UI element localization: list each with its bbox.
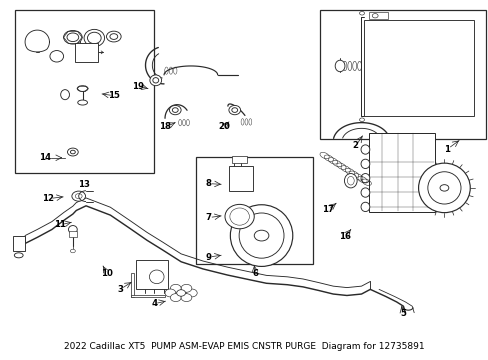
Text: 20: 20 xyxy=(218,122,229,131)
Ellipse shape xyxy=(360,174,369,183)
Ellipse shape xyxy=(77,86,88,91)
Ellipse shape xyxy=(359,12,364,15)
Ellipse shape xyxy=(172,108,178,112)
Ellipse shape xyxy=(230,205,292,266)
Ellipse shape xyxy=(418,163,469,213)
Ellipse shape xyxy=(78,100,87,105)
Bar xyxy=(75,43,98,62)
Ellipse shape xyxy=(61,90,69,100)
Bar xyxy=(13,236,25,251)
Text: 11: 11 xyxy=(54,220,66,229)
Ellipse shape xyxy=(344,174,356,188)
Text: 8: 8 xyxy=(205,179,211,188)
Text: 5: 5 xyxy=(399,309,405,318)
Ellipse shape xyxy=(170,294,181,302)
Ellipse shape xyxy=(181,294,191,302)
Ellipse shape xyxy=(149,270,163,284)
Text: 18: 18 xyxy=(159,122,171,131)
Text: 3: 3 xyxy=(117,285,123,294)
Ellipse shape xyxy=(239,213,284,258)
Text: 10: 10 xyxy=(101,269,113,278)
Bar xyxy=(368,133,434,212)
Ellipse shape xyxy=(360,188,369,197)
Ellipse shape xyxy=(68,226,77,233)
Ellipse shape xyxy=(186,289,197,297)
Ellipse shape xyxy=(67,33,79,41)
Text: 12: 12 xyxy=(42,194,54,203)
Ellipse shape xyxy=(153,78,158,83)
Ellipse shape xyxy=(360,202,369,212)
Text: 2: 2 xyxy=(352,141,358,150)
Bar xyxy=(131,273,134,297)
Bar xyxy=(320,10,485,139)
Bar xyxy=(228,166,253,192)
Ellipse shape xyxy=(224,204,254,229)
Ellipse shape xyxy=(181,284,191,292)
Bar xyxy=(69,231,77,237)
Ellipse shape xyxy=(150,75,161,86)
Ellipse shape xyxy=(70,249,75,253)
Ellipse shape xyxy=(360,145,369,154)
Text: 9: 9 xyxy=(205,253,211,262)
Text: 16: 16 xyxy=(338,232,350,241)
Text: 15: 15 xyxy=(108,91,120,100)
Text: 14: 14 xyxy=(40,153,52,162)
Ellipse shape xyxy=(228,105,240,115)
Ellipse shape xyxy=(50,50,63,62)
Ellipse shape xyxy=(110,34,118,40)
Text: 6: 6 xyxy=(252,269,258,278)
Ellipse shape xyxy=(254,230,268,241)
Ellipse shape xyxy=(67,148,78,156)
Text: 13: 13 xyxy=(78,180,89,189)
Bar xyxy=(368,12,387,19)
Bar xyxy=(136,260,167,289)
Ellipse shape xyxy=(176,290,185,296)
Ellipse shape xyxy=(169,105,181,115)
Ellipse shape xyxy=(63,31,82,44)
Bar xyxy=(363,20,473,116)
Bar xyxy=(131,295,164,297)
Ellipse shape xyxy=(439,185,448,191)
Ellipse shape xyxy=(334,60,344,72)
Bar xyxy=(195,157,312,264)
Ellipse shape xyxy=(72,191,85,201)
Text: 2022 Cadillac XT5  PUMP ASM-EVAP EMIS CNSTR PURGE  Diagram for 12735891: 2022 Cadillac XT5 PUMP ASM-EVAP EMIS CNS… xyxy=(64,342,424,351)
Ellipse shape xyxy=(231,108,237,112)
Ellipse shape xyxy=(170,284,181,292)
Bar xyxy=(15,10,154,173)
Text: 7: 7 xyxy=(205,213,211,222)
Ellipse shape xyxy=(87,32,101,44)
Ellipse shape xyxy=(359,118,364,122)
Ellipse shape xyxy=(427,172,460,204)
Bar xyxy=(231,156,247,163)
Ellipse shape xyxy=(360,159,369,168)
Text: 4: 4 xyxy=(151,299,157,308)
Text: 17: 17 xyxy=(322,205,334,214)
Ellipse shape xyxy=(371,14,377,18)
Ellipse shape xyxy=(164,289,175,297)
Text: 19: 19 xyxy=(132,82,144,91)
Text: 1: 1 xyxy=(443,145,449,154)
Ellipse shape xyxy=(70,150,75,154)
Ellipse shape xyxy=(14,253,23,258)
Ellipse shape xyxy=(106,31,121,42)
Ellipse shape xyxy=(84,30,104,46)
